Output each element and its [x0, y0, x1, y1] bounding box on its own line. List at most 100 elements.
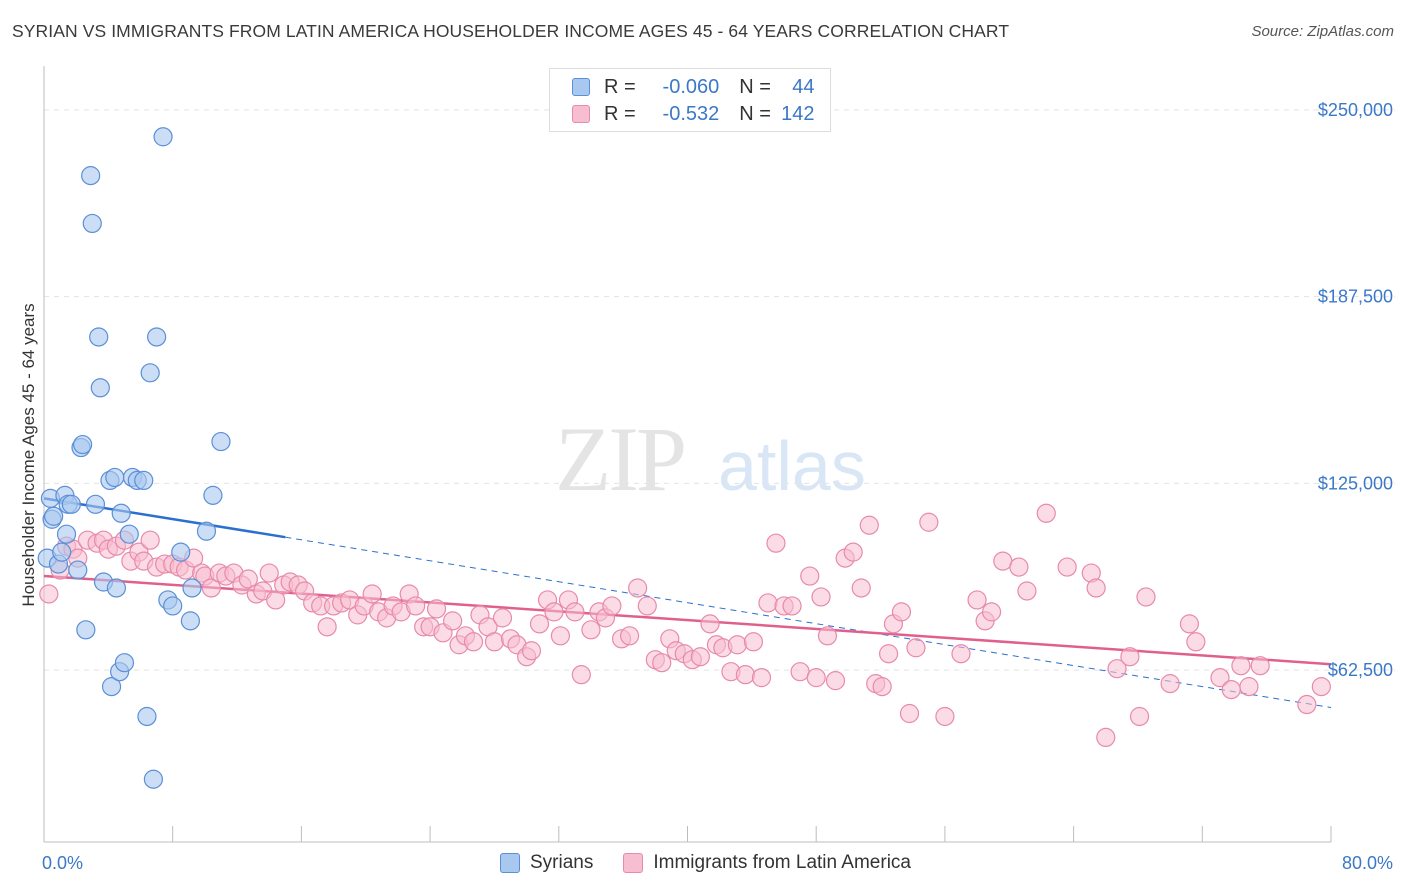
latin-point	[1096, 727, 1116, 748]
axes	[43, 66, 1332, 843]
syrian-point	[61, 494, 81, 514]
syrian-point	[81, 166, 101, 186]
latin-point	[492, 608, 513, 628]
syrian-point	[153, 127, 173, 147]
latin-point	[521, 641, 542, 661]
legend-row-syrians: R = -0.060 N = 44	[572, 74, 815, 100]
latin-point	[899, 703, 920, 724]
syrians-swatch	[500, 853, 520, 873]
legend-row-latin: R = -0.532 N = 142	[572, 101, 815, 127]
latin-point	[529, 614, 550, 634]
latin-point	[1057, 557, 1077, 577]
syrian-point	[211, 431, 231, 452]
watermark-atlas: atlas	[718, 427, 866, 505]
latin-point	[751, 668, 772, 688]
r-label: R =	[604, 75, 636, 98]
latin-point	[238, 569, 258, 589]
y-tick-label: $62,500	[1328, 660, 1393, 680]
syrian-point	[73, 434, 93, 455]
correlation-legend: R = -0.060 N = 44 R = -0.532 N = 142	[549, 68, 831, 132]
latin-point	[1179, 614, 1200, 634]
series-legend: Syrians Immigrants from Latin America	[500, 852, 941, 874]
latin-point	[1086, 578, 1106, 598]
syrian-point	[44, 506, 64, 526]
latin-point	[993, 551, 1013, 571]
latin-point	[878, 644, 899, 664]
latin-point	[652, 653, 672, 673]
latin-point	[1009, 557, 1029, 577]
legend-label-syrians: Syrians	[530, 852, 594, 873]
latin-point	[1297, 694, 1317, 715]
syrian-point	[85, 494, 106, 514]
y-axis-title: Householder Income Ages 45 - 64 years	[19, 303, 38, 606]
source-label: Source: ZipAtlas.com	[1251, 23, 1394, 40]
syrian-point	[76, 620, 96, 640]
syrian-trend-line	[43, 497, 286, 539]
latin-point	[628, 578, 648, 598]
latin-point	[565, 602, 585, 622]
latin-point	[967, 590, 987, 610]
syrian-point	[140, 363, 160, 383]
syrian-trend-extension	[285, 536, 1332, 709]
latin-point	[1160, 674, 1180, 694]
latin-point	[39, 584, 59, 604]
latin-point	[935, 706, 955, 727]
latin-point	[700, 614, 720, 634]
latin-point	[1231, 656, 1251, 676]
watermark: ZIP atlas	[555, 408, 866, 510]
latin-point	[800, 566, 820, 586]
syrian-point	[196, 521, 217, 541]
latin-point	[1017, 581, 1037, 601]
x-tick-label: 80.0%	[1342, 853, 1393, 873]
latin-point	[1250, 656, 1270, 676]
syrian-point	[180, 611, 200, 631]
latin-point	[602, 596, 622, 616]
latin-point	[259, 563, 279, 583]
latin-point	[443, 611, 463, 631]
syrian-point	[56, 524, 77, 544]
n-label: N =	[739, 102, 771, 125]
latin-point	[571, 665, 591, 685]
latin-point	[1210, 668, 1230, 688]
latin-point	[891, 602, 912, 622]
syrian-point	[105, 467, 125, 488]
syrian-point	[171, 542, 191, 562]
x-tick-labels: 0.0% 80.0%	[42, 853, 1393, 873]
latin-point	[690, 647, 710, 667]
legend-item-syrians: Syrians	[500, 852, 593, 874]
latin-point	[1186, 632, 1206, 652]
syrian-point	[182, 578, 202, 598]
latin-point	[906, 638, 926, 658]
latin-point	[1036, 503, 1056, 523]
latin-point	[782, 596, 802, 616]
syrian-point	[82, 213, 102, 234]
latin-point	[790, 662, 810, 682]
y-tick-label: $250,000	[1318, 100, 1393, 120]
data-points	[37, 127, 1331, 789]
latin-point	[266, 590, 286, 610]
syrian-point	[134, 470, 154, 491]
latin-point	[817, 626, 838, 646]
latin-point	[981, 602, 1002, 622]
latin-point	[743, 632, 764, 652]
x-tick-label: 0.0%	[42, 853, 83, 873]
latin-point	[1221, 679, 1241, 700]
latin-swatch	[572, 105, 590, 123]
latin-point	[637, 596, 657, 616]
latin-point	[758, 593, 778, 613]
latin-point	[1239, 677, 1259, 697]
latin-point	[951, 644, 971, 664]
r-label: R =	[604, 102, 636, 125]
latin-point	[426, 599, 447, 619]
latin-point	[859, 515, 879, 535]
latin-point	[919, 512, 939, 532]
syrians-swatch	[572, 78, 590, 96]
latin-point	[851, 578, 871, 598]
syrian-point	[52, 542, 72, 562]
r-value: -0.532	[662, 102, 720, 125]
latin-point	[544, 602, 564, 622]
syrian-point	[163, 596, 183, 616]
latin-point	[140, 530, 160, 550]
y-tick-label: $187,500	[1318, 287, 1393, 307]
